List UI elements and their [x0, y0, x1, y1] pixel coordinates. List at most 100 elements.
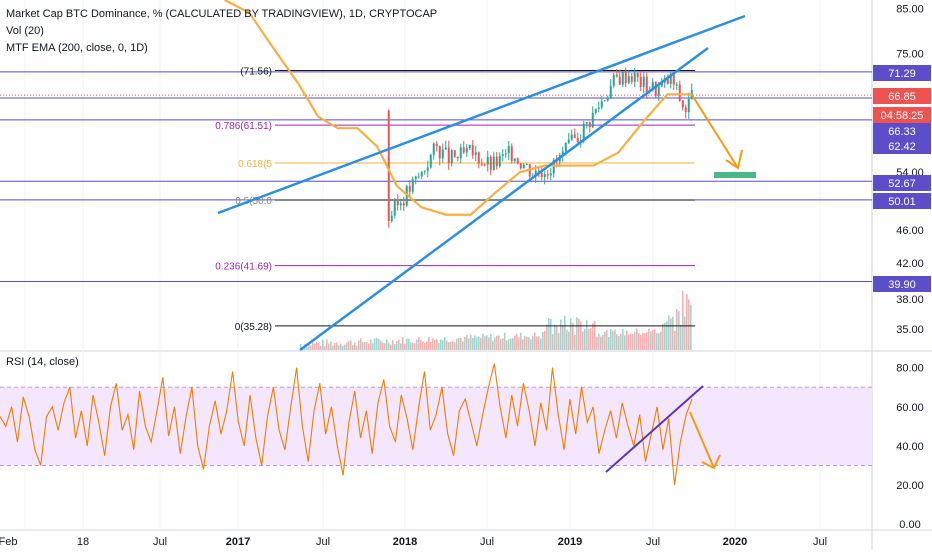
time-tick-label: Feb — [0, 536, 17, 548]
candle-body — [609, 85, 612, 98]
price-label-text: 62.42 — [888, 141, 916, 153]
volume-bar — [540, 338, 542, 350]
volume-bar — [682, 290, 684, 350]
price-label-box — [873, 138, 931, 154]
volume-bar — [380, 340, 382, 350]
volume-bar — [512, 337, 514, 350]
volume-bar — [686, 293, 688, 350]
volume-bar — [622, 328, 624, 350]
volume-bar — [620, 333, 622, 350]
rsi-tick-label: 40.00 — [896, 441, 924, 453]
price-label-box — [873, 123, 931, 139]
time-tick-label: 18 — [77, 536, 89, 548]
projection-arrow — [691, 94, 739, 169]
volume-bar — [414, 343, 416, 350]
volume-bar — [322, 339, 324, 350]
legend-title: Market Cap BTC Dominance, % (CALCULATED … — [6, 8, 438, 20]
volume-bar — [504, 333, 506, 350]
volume-bar — [576, 317, 578, 350]
volume-bar — [318, 342, 320, 350]
candle-body — [642, 76, 645, 87]
volume-bar — [588, 328, 590, 350]
price-tick-label: 85.00 — [896, 3, 924, 15]
candle-body — [474, 152, 477, 156]
volume-bar — [564, 315, 566, 350]
candle-body — [606, 97, 609, 101]
volume-bar — [612, 330, 614, 350]
volume-bar — [550, 318, 552, 350]
volume-bar — [688, 299, 690, 350]
price-tick-label: 75.00 — [896, 49, 924, 61]
candle-body — [426, 167, 429, 171]
candle-body — [561, 151, 564, 156]
volume-bar — [582, 331, 584, 350]
time-tick-label: Jul — [646, 536, 660, 548]
volume-bar — [596, 336, 598, 350]
volume-bar — [314, 343, 316, 350]
volume-bar — [524, 336, 526, 350]
volume-bar — [610, 328, 612, 350]
volume-bar — [362, 342, 364, 350]
volume-bar — [388, 342, 390, 350]
volume-bar — [410, 342, 412, 350]
candle-body — [546, 174, 549, 176]
volume-bar — [390, 344, 392, 350]
rsi-trend-line — [605, 385, 704, 473]
time-tick-label: Jul — [813, 536, 827, 548]
candle-body — [576, 137, 579, 143]
time-tick-label: 2019 — [558, 536, 582, 548]
price-label-text: 66.85 — [888, 91, 916, 103]
volume-bar — [354, 342, 356, 350]
volume-bar — [368, 343, 370, 350]
volume-bar — [546, 324, 548, 350]
price-label-box — [873, 175, 931, 191]
rsi-line — [0, 363, 693, 486]
volume-bar — [680, 324, 682, 350]
volume-bar — [516, 333, 518, 350]
candle-body — [435, 143, 438, 146]
candle-body — [687, 98, 690, 113]
candle-body — [447, 147, 450, 164]
volume-bar — [676, 309, 678, 350]
price-label-text: 66.33 — [888, 126, 916, 138]
candle-body — [510, 146, 513, 162]
projection-arrowhead — [725, 149, 743, 170]
volume-bar — [584, 328, 586, 350]
volume-bar — [468, 338, 470, 350]
candle-body — [450, 150, 453, 164]
volume-bar — [396, 340, 398, 350]
volume-bar — [666, 321, 668, 350]
volume-bar — [300, 344, 302, 350]
volume-bar — [462, 341, 464, 350]
price-label-box — [873, 65, 931, 81]
candle-body — [675, 84, 678, 86]
volume-bar — [502, 338, 504, 350]
volume-bar — [554, 324, 556, 350]
volume-bar — [406, 338, 408, 350]
price-tick-label: 46.00 — [896, 225, 924, 237]
price-tick-label: 35.00 — [896, 324, 924, 336]
volume-bar — [658, 333, 660, 350]
legend-ema: MTF EMA (200, close, 0, 1D) — [6, 42, 148, 54]
fib-level-label: 0.236(41.69) — [215, 262, 272, 273]
candle-body — [498, 155, 501, 167]
volume-bar — [324, 346, 326, 350]
volume-bar — [608, 336, 610, 350]
volume-bar — [332, 345, 334, 350]
volume-bar — [574, 334, 576, 350]
candle-body — [387, 110, 390, 222]
volume-bar — [436, 339, 438, 350]
volume-bar — [614, 329, 616, 350]
volume-bar — [558, 333, 560, 350]
volume-bar — [492, 340, 494, 350]
volume-bar — [674, 330, 676, 350]
volume-bar — [392, 340, 394, 350]
volume-bar — [446, 340, 448, 350]
candle-body — [588, 122, 591, 128]
candle-body — [414, 176, 417, 180]
ema-line — [224, 0, 692, 216]
volume-bar — [336, 342, 338, 350]
legend: Market Cap BTC Dominance, % (CALCULATED … — [6, 6, 437, 57]
candle-body — [501, 154, 504, 156]
